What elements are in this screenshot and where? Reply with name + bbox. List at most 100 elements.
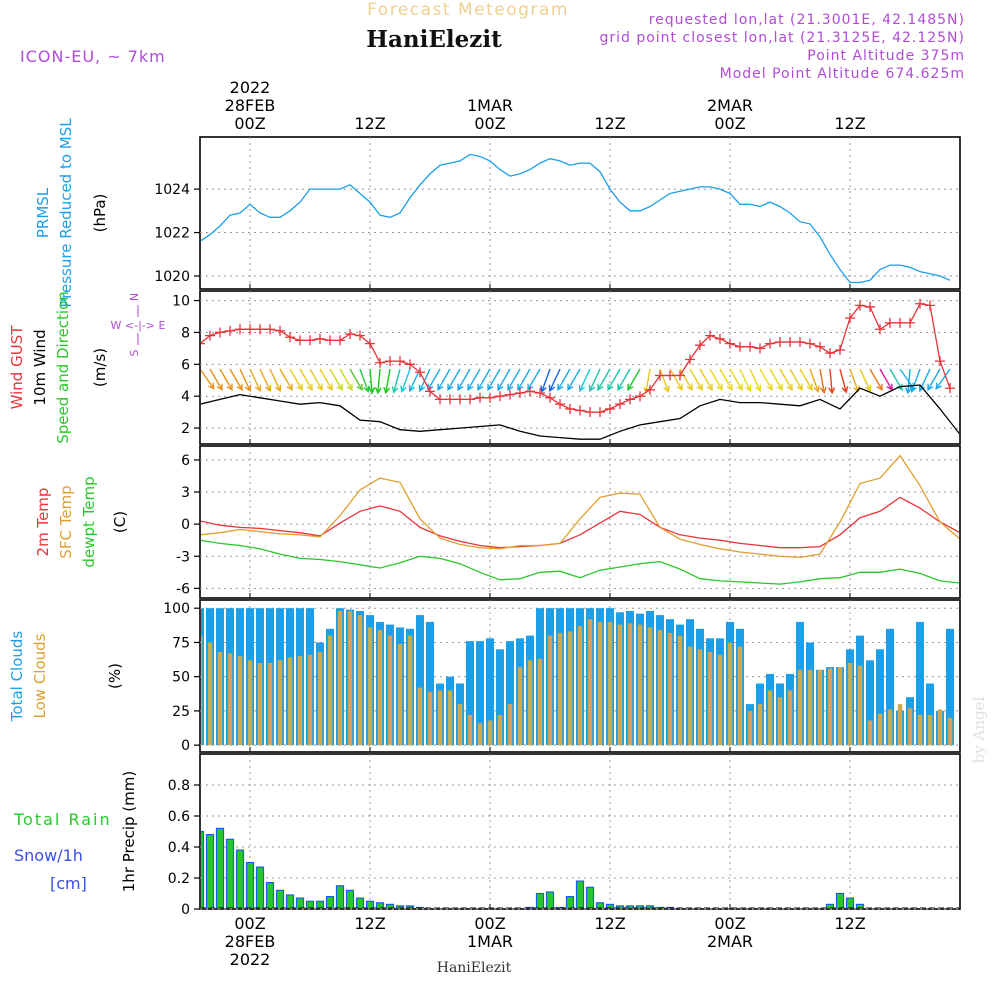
panel-pressure: 1020 1022 1024 PRMSL Pressure Reduced to MSL… — [34, 118, 961, 308]
bar — [605, 903, 615, 908]
wind-arrow-head — [686, 383, 693, 392]
gust-point — [685, 354, 695, 365]
wind-arrow — [829, 368, 833, 393]
wind-arrow — [349, 368, 363, 391]
bar — [287, 657, 293, 746]
location-title: HaniElezit — [366, 26, 502, 53]
y-tick-label: 0 — [181, 517, 190, 533]
legend-snow-unit: [cm] — [50, 874, 87, 893]
wind-arrow-head — [336, 383, 343, 392]
series-line-wind-gust — [201, 303, 951, 413]
y-tick-label: 3 — [181, 485, 190, 501]
gust-point — [795, 337, 805, 347]
bar — [467, 715, 473, 746]
bar — [927, 715, 933, 746]
gust-point — [635, 391, 645, 402]
bar — [907, 708, 913, 746]
gust-point — [365, 338, 375, 349]
wind-arrow-head — [216, 383, 223, 392]
gust-point — [775, 337, 785, 347]
bar — [357, 615, 363, 746]
bar — [627, 623, 633, 746]
bar — [447, 690, 453, 746]
panel-wind: 2 4 6 8 10 Wind GUST 10m Wind Speed and Directi… — [8, 290, 961, 445]
bottom-time-label: 00Z — [234, 914, 265, 933]
panel-frame — [199, 136, 961, 290]
y-tick-label: 0 — [181, 738, 190, 754]
bar — [545, 891, 555, 908]
top-time-label: 12Z — [354, 114, 385, 133]
wind-arrow-head — [754, 384, 762, 393]
bar — [367, 627, 373, 746]
bar — [845, 897, 855, 908]
bar — [876, 649, 884, 746]
gust-point — [875, 324, 885, 335]
y-axis-label: Wind GUST — [8, 325, 26, 410]
wind-arrow — [239, 368, 251, 392]
bar — [295, 897, 305, 908]
bar — [827, 668, 833, 746]
plot-area — [201, 608, 954, 746]
y-tick-label: 0.4 — [168, 840, 190, 856]
bar — [207, 642, 213, 746]
compass-north: N — [128, 293, 141, 301]
gust-point — [245, 324, 255, 335]
bar — [897, 704, 903, 746]
bottom-time-label: 2MAR — [707, 932, 753, 951]
wind-arrow — [597, 368, 611, 391]
wind-arrow — [819, 368, 825, 393]
gust-point — [575, 405, 585, 416]
bar — [217, 652, 223, 746]
wind-arrow-head — [557, 383, 564, 392]
wind-arrow-head — [796, 383, 803, 392]
plot-area — [201, 454, 959, 585]
wind-arrow-head — [437, 383, 444, 392]
bar — [337, 611, 343, 746]
wind-arrow-head — [346, 383, 353, 392]
gust-point — [735, 341, 745, 352]
gust-point — [885, 317, 895, 328]
bar — [257, 663, 263, 746]
bar — [835, 892, 845, 908]
gust-point — [355, 330, 365, 341]
legend-snow: Snow/1h — [14, 846, 83, 865]
wind-arrow — [259, 368, 271, 392]
gust-point — [475, 392, 485, 403]
bar — [307, 654, 313, 746]
wind-arrow-head — [517, 383, 524, 392]
bar — [275, 889, 285, 908]
wind-arrow — [477, 368, 491, 391]
gust-point — [485, 392, 495, 403]
gust-point — [465, 394, 475, 405]
wind-arrow-head — [316, 383, 323, 392]
gust-point — [815, 341, 825, 352]
wind-arrow — [869, 368, 883, 391]
gust-point — [515, 388, 525, 398]
bar — [426, 621, 434, 746]
bar — [247, 660, 253, 746]
bar — [617, 624, 623, 746]
wind-arrow — [507, 368, 521, 391]
y-axis-label: SFC Temp — [57, 485, 75, 558]
bar — [946, 628, 954, 746]
bottom-time-label: 00Z — [714, 914, 745, 933]
wind-arrow — [911, 368, 921, 392]
wind-arrow-head — [457, 383, 464, 392]
compass-west-east: W <-|-> E — [111, 319, 166, 332]
wind-arrows — [201, 368, 951, 395]
gust-point — [595, 407, 605, 418]
gust-point — [715, 333, 725, 344]
gust-point — [315, 333, 325, 344]
wind-arrow-head — [208, 382, 215, 390]
bar — [937, 709, 943, 746]
grid — [194, 137, 960, 289]
gust-point — [375, 357, 385, 368]
bar — [757, 704, 763, 746]
gust-point — [785, 337, 795, 347]
wind-arrow-head — [726, 383, 733, 392]
bar — [947, 717, 953, 746]
gust-point — [505, 389, 515, 400]
gust-point — [905, 317, 915, 328]
top-time-label: 00Z — [714, 114, 745, 133]
